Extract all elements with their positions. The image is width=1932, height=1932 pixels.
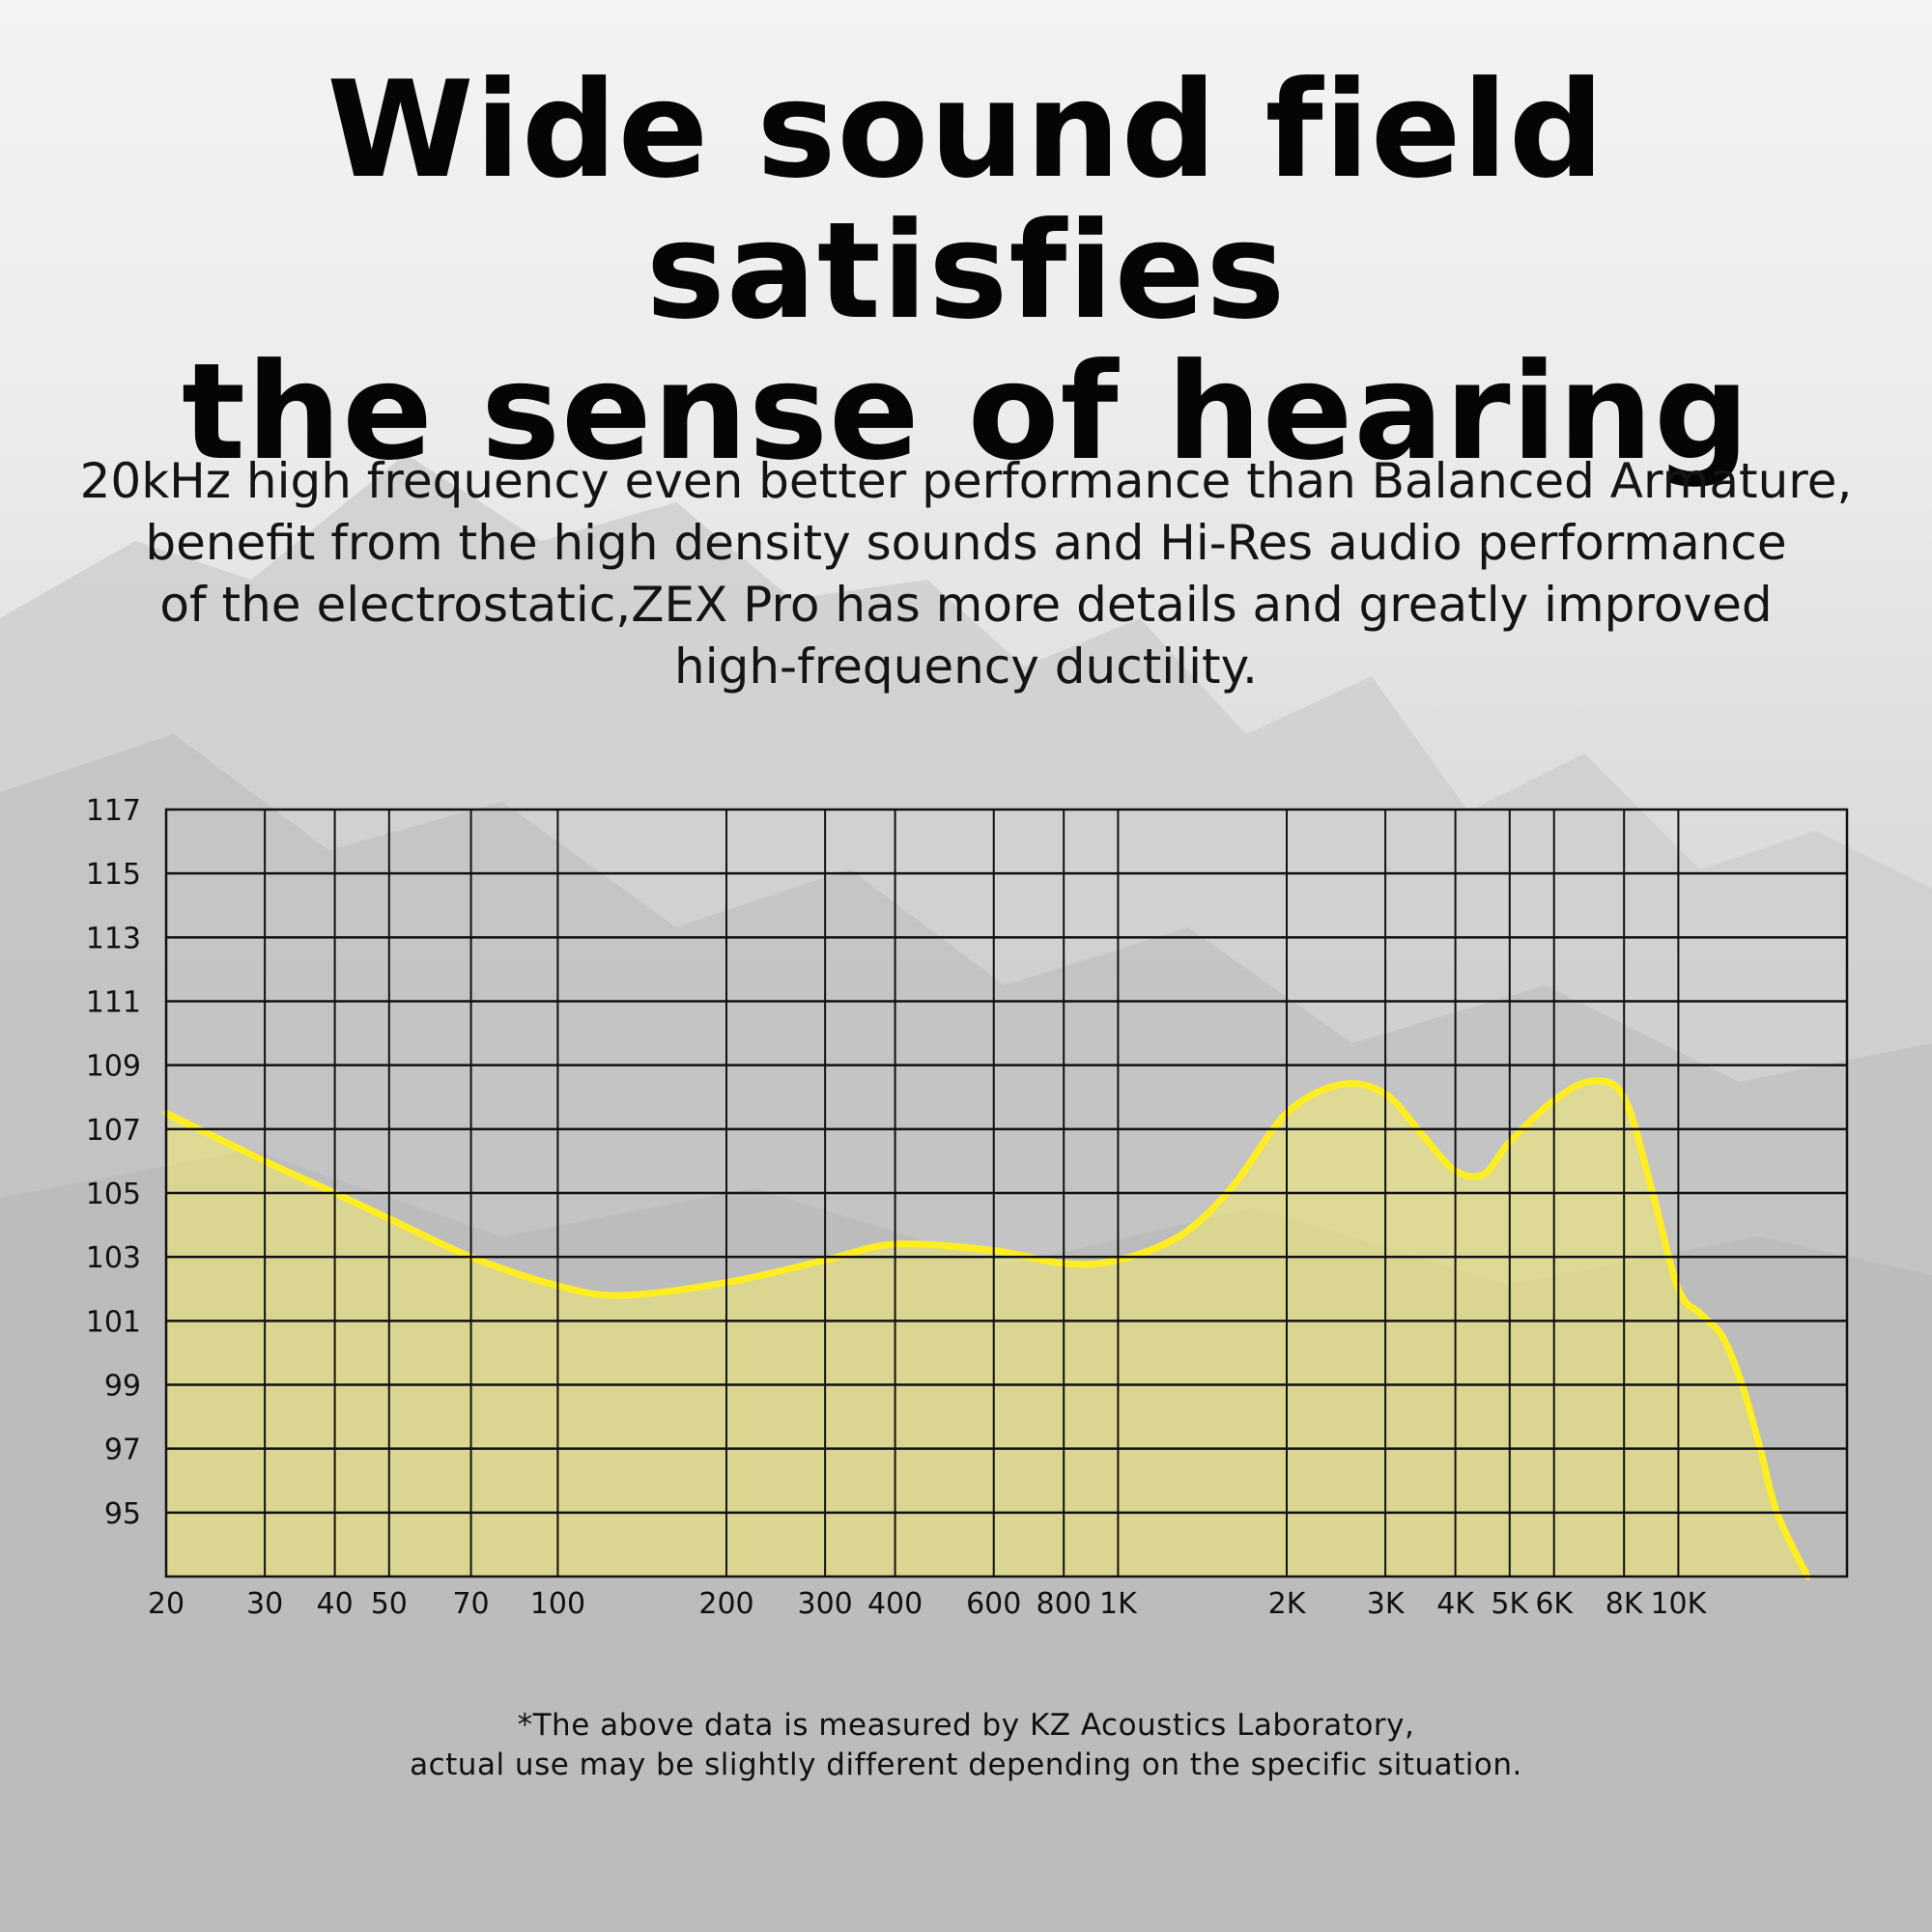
y-tick-label: 115 (86, 858, 141, 892)
x-tick-label: 100 (530, 1587, 585, 1621)
x-tick-label: 8K (1605, 1587, 1644, 1621)
footnote: *The above data is measured by KZ Acoust… (0, 1706, 1932, 1785)
label-layer: 117 115 113 111 109 107 105 103 101 99 97 95 20 30 40 5… (86, 794, 1708, 1621)
y-tick-label: 103 (86, 1241, 141, 1275)
y-tick-label: 101 (86, 1305, 141, 1339)
y-tick-label: 113 (86, 922, 141, 955)
x-tick-label: 6K (1535, 1587, 1574, 1621)
x-tick-label: 600 (966, 1587, 1021, 1621)
y-tick-label: 105 (86, 1178, 141, 1211)
y-tick-label: 99 (104, 1370, 141, 1404)
x-tick-label: 3K (1367, 1587, 1406, 1621)
y-tick-label: 97 (104, 1434, 141, 1467)
x-tick-label: 4K (1436, 1587, 1475, 1621)
description-line-1: 20kHz high frequency even better perform… (79, 453, 1853, 509)
description-line-4: high-frequency ductility. (674, 639, 1258, 695)
curve-layer (162, 1077, 1811, 1580)
y-tick-label: 95 (104, 1497, 141, 1531)
x-tick-label: 2K (1268, 1587, 1307, 1621)
grid-layer (164, 808, 1849, 1578)
x-tick-label: 10K (1650, 1587, 1707, 1621)
description-line-2: benefit from the high density sounds and… (145, 515, 1787, 571)
footnote-line-2: actual use may be slightly different dep… (410, 1747, 1522, 1782)
y-tick-label: 117 (86, 794, 141, 828)
page-title: Wide sound field satisfies the sense of … (0, 60, 1932, 483)
frequency-response-chart: 117 115 113 111 109 107 105 103 101 99 97 95 20 30 40 5… (86, 794, 1849, 1621)
x-tick-label: 400 (867, 1587, 923, 1621)
x-tick-label: 1K (1099, 1587, 1138, 1621)
y-tick-label: 107 (86, 1114, 141, 1148)
x-tick-label: 300 (798, 1587, 853, 1621)
x-tick-label: 50 (371, 1587, 408, 1621)
page-title-line-2: the sense of hearing (182, 334, 1750, 490)
x-tick-label: 5K (1491, 1587, 1529, 1621)
y-tick-label: 111 (86, 986, 141, 1020)
x-tick-label: 40 (317, 1587, 354, 1621)
response-area (166, 1080, 1808, 1577)
footnote-line-1: *The above data is measured by KZ Acoust… (517, 1708, 1415, 1743)
page-title-line-1: Wide sound field satisfies (327, 52, 1605, 349)
description-line-3: of the electrostatic,ZEX Pro has more de… (159, 577, 1773, 633)
x-tick-label: 30 (246, 1587, 283, 1621)
x-tick-label: 70 (452, 1587, 489, 1621)
description: 20kHz high frequency even better perform… (39, 450, 1893, 697)
x-tick-label: 800 (1037, 1587, 1092, 1621)
x-tick-label: 20 (148, 1587, 185, 1621)
x-tick-label: 200 (698, 1587, 753, 1621)
y-tick-label: 109 (86, 1050, 141, 1084)
